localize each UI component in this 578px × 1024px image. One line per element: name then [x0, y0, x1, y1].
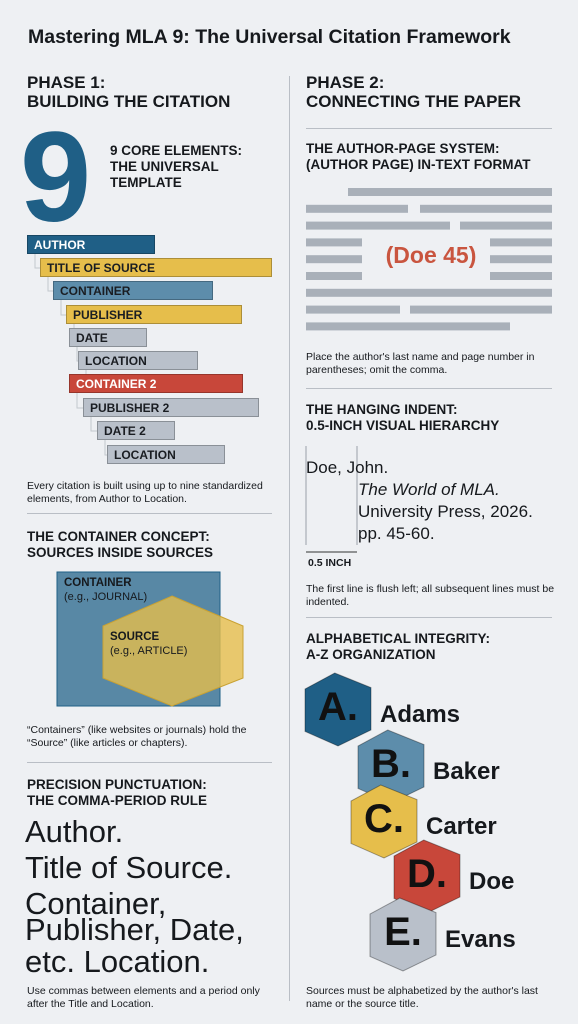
- element-bar: CONTAINER 2: [69, 374, 243, 393]
- author-name: Doe: [469, 868, 515, 895]
- caption: Use commas between elements and a period…: [27, 985, 260, 1010]
- divider: [306, 617, 552, 618]
- label: SOURCE: [110, 631, 160, 643]
- author-name: Evans: [445, 926, 516, 953]
- text-line: [490, 272, 552, 280]
- source-hexagon: [102, 595, 244, 707]
- connector: [34, 254, 40, 269]
- text-line: [306, 238, 362, 247]
- text-line: [306, 255, 362, 264]
- connector: [90, 417, 97, 432]
- label: (e.g., JOURNAL): [64, 591, 148, 603]
- element-bar: LOCATION: [78, 351, 198, 370]
- divider: [306, 388, 552, 389]
- label: (e.g., ARTICLE): [110, 645, 188, 657]
- author-name: Baker: [433, 758, 500, 785]
- text-line: [306, 288, 552, 297]
- letter-hexagon: [304, 672, 372, 747]
- caption: Every citation is built using up to nine…: [27, 480, 263, 505]
- letter: D.: [407, 852, 447, 896]
- section-heading: THE UNIVERSAL: [110, 159, 219, 174]
- section-heading: A-Z ORGANIZATION: [306, 647, 436, 662]
- caption: “Containers” (like websites or journals)…: [27, 724, 247, 749]
- text-line: [306, 322, 510, 331]
- divider: [306, 128, 552, 129]
- example-line: Author.: [25, 814, 124, 849]
- divider: [27, 762, 272, 763]
- phase-heading: PHASE 2:: [306, 73, 385, 92]
- text-line: [306, 272, 362, 280]
- label: CONTAINER: [64, 577, 132, 589]
- section-heading: THE COMMA-PERIOD RULE: [27, 793, 207, 808]
- section-heading: 9 CORE ELEMENTS:: [110, 143, 243, 158]
- text-line: [420, 204, 552, 213]
- indent-guide: [305, 446, 358, 553]
- section-heading: SOURCES INSIDE SOURCES: [27, 545, 214, 560]
- connector: [76, 347, 78, 362]
- element-bar: TITLE OF SOURCE: [40, 258, 272, 277]
- phase-heading: PHASE 1:: [27, 73, 106, 92]
- letter: C.: [364, 797, 404, 841]
- text-line: [490, 238, 552, 247]
- text-line: [306, 305, 400, 314]
- connector: [47, 277, 53, 292]
- phase-heading: CONNECTING THE PAPER: [306, 92, 522, 111]
- section-heading: TEMPLATE: [110, 175, 182, 190]
- element-bar: PUBLISHER: [66, 305, 242, 324]
- element-bar: CONTAINER: [53, 281, 213, 300]
- author-name: Adams: [380, 701, 461, 728]
- reference-line: Doe, John.: [306, 458, 389, 477]
- section-heading: THE HANGING INDENT:: [306, 402, 458, 417]
- example-line: Title of Source.: [25, 850, 233, 885]
- text-line: [410, 305, 552, 314]
- element-bar: DATE 2: [97, 421, 175, 440]
- section-heading: THE CONTAINER CONCEPT:: [27, 529, 210, 544]
- container-diagram: [56, 571, 244, 707]
- example-line: Container,: [25, 886, 167, 921]
- section-heading: ALPHABETICAL INTEGRITY:: [306, 631, 490, 646]
- connector: [60, 300, 66, 316]
- section-heading: PRECISION PUNCTUATION:: [27, 777, 207, 792]
- letter-hexagon: [350, 784, 418, 859]
- text-line: [348, 188, 552, 196]
- measure-label: 0.5 INCH: [308, 557, 352, 569]
- letter: A.: [318, 685, 358, 729]
- letter: E.: [384, 910, 422, 954]
- example-line: etc. Location.: [25, 944, 210, 979]
- column-divider: [289, 76, 290, 1001]
- divider: [27, 513, 272, 514]
- title: Mastering MLA 9: The Universal Citation …: [28, 26, 511, 48]
- element-bar: AUTHOR: [27, 235, 155, 254]
- element-bar: LOCATION: [107, 445, 225, 464]
- reference-line: The World of MLA.: [358, 480, 500, 499]
- text-line: [460, 221, 552, 230]
- text-line: [306, 221, 450, 230]
- element-bar: DATE: [69, 328, 147, 347]
- phase-heading: BUILDING THE CITATION: [27, 92, 231, 111]
- numeral: 9: [20, 106, 92, 249]
- caption: Place the author's last name and page nu…: [306, 351, 535, 376]
- section-heading: THE AUTHOR-PAGE SYSTEM:: [306, 141, 500, 156]
- citation-example: (Doe 45): [372, 242, 490, 269]
- text-line: [306, 204, 408, 213]
- caption: The first line is flush left; all subseq…: [306, 583, 555, 608]
- element-bar: PUBLISHER 2: [83, 398, 259, 417]
- author-name: Carter: [426, 813, 497, 840]
- reference-line: University Press, 2026.: [358, 502, 533, 521]
- letter: B.: [371, 742, 411, 786]
- letter-hexagon: [369, 897, 437, 972]
- caption: Sources must be alphabetized by the auth…: [306, 985, 538, 1010]
- section-heading: (AUTHOR PAGE) IN-TEXT FORMAT: [306, 157, 531, 172]
- connector: [104, 440, 107, 456]
- text-block: [306, 188, 552, 331]
- text-line: [490, 255, 552, 264]
- example-line: Publisher, Date,: [25, 912, 244, 947]
- section-heading: 0.5-INCH VISUAL HIERARCHY: [306, 418, 500, 433]
- connector: [76, 393, 83, 409]
- reference-line: pp. 45-60.: [358, 524, 435, 543]
